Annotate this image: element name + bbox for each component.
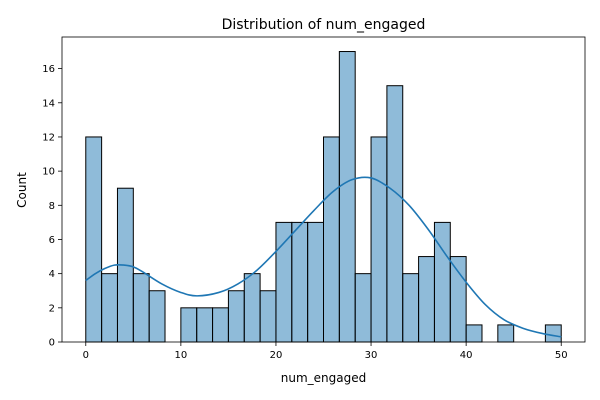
y-tick-label-8: 8 <box>49 201 55 212</box>
chart-title: Distribution of num_engaged <box>222 17 426 33</box>
x-tick-label-0: 0 <box>83 350 89 361</box>
y-tick-label-0: 0 <box>49 338 55 349</box>
plot-area: 0 10 20 30 40 50 0 2 4 6 8 10 12 14 16 <box>42 36 586 361</box>
x-axis-label: num_engaged <box>281 371 366 385</box>
histogram-bar-16 <box>338 51 356 343</box>
histogram-bar-12 <box>275 221 293 343</box>
histogram-bar-20 <box>402 273 420 343</box>
y-axis-label: Count <box>15 172 29 208</box>
histogram-bar-10 <box>243 273 261 343</box>
histogram-bar-1 <box>101 273 118 343</box>
histogram-bar-6 <box>180 307 198 343</box>
histogram-bar-29 <box>544 324 562 343</box>
histogram-bar-14 <box>307 221 324 343</box>
histogram-bar-4 <box>148 290 166 343</box>
histogram-bar-9 <box>227 290 245 343</box>
y-tick-label-10: 10 <box>42 167 55 178</box>
y-tick-label-14: 14 <box>42 98 55 109</box>
histogram-bar-21 <box>418 256 435 343</box>
y-tick-label-4: 4 <box>49 269 55 280</box>
y-tick-label-6: 6 <box>49 235 55 246</box>
histogram-bar-13 <box>291 221 309 343</box>
histogram-bar-19 <box>386 85 404 343</box>
histogram-bar-23 <box>449 256 467 343</box>
histogram-bar-8 <box>212 307 229 343</box>
x-tick-label-10: 10 <box>174 350 187 361</box>
kde-curve <box>85 176 562 338</box>
histogram-bar-3 <box>132 273 150 343</box>
y-tick-label-16: 16 <box>42 64 55 75</box>
y-tick-label-2: 2 <box>49 303 55 314</box>
x-tick-label-30: 30 <box>365 350 378 361</box>
histogram-bar-0 <box>85 136 103 343</box>
histogram-bar-17 <box>354 273 372 343</box>
x-tick-label-20: 20 <box>270 350 283 361</box>
histogram-bar-18 <box>370 136 388 343</box>
histogram-bar-7 <box>196 307 214 343</box>
histogram-bar-11 <box>259 290 277 343</box>
histogram-bar-26 <box>497 324 515 343</box>
histogram-bar-15 <box>323 136 340 343</box>
histogram-bar-24 <box>465 324 483 343</box>
plot-frame <box>61 36 586 343</box>
y-tick-label-12: 12 <box>42 132 55 143</box>
x-tick-label-50: 50 <box>555 350 568 361</box>
x-tick-label-40: 40 <box>460 350 473 361</box>
